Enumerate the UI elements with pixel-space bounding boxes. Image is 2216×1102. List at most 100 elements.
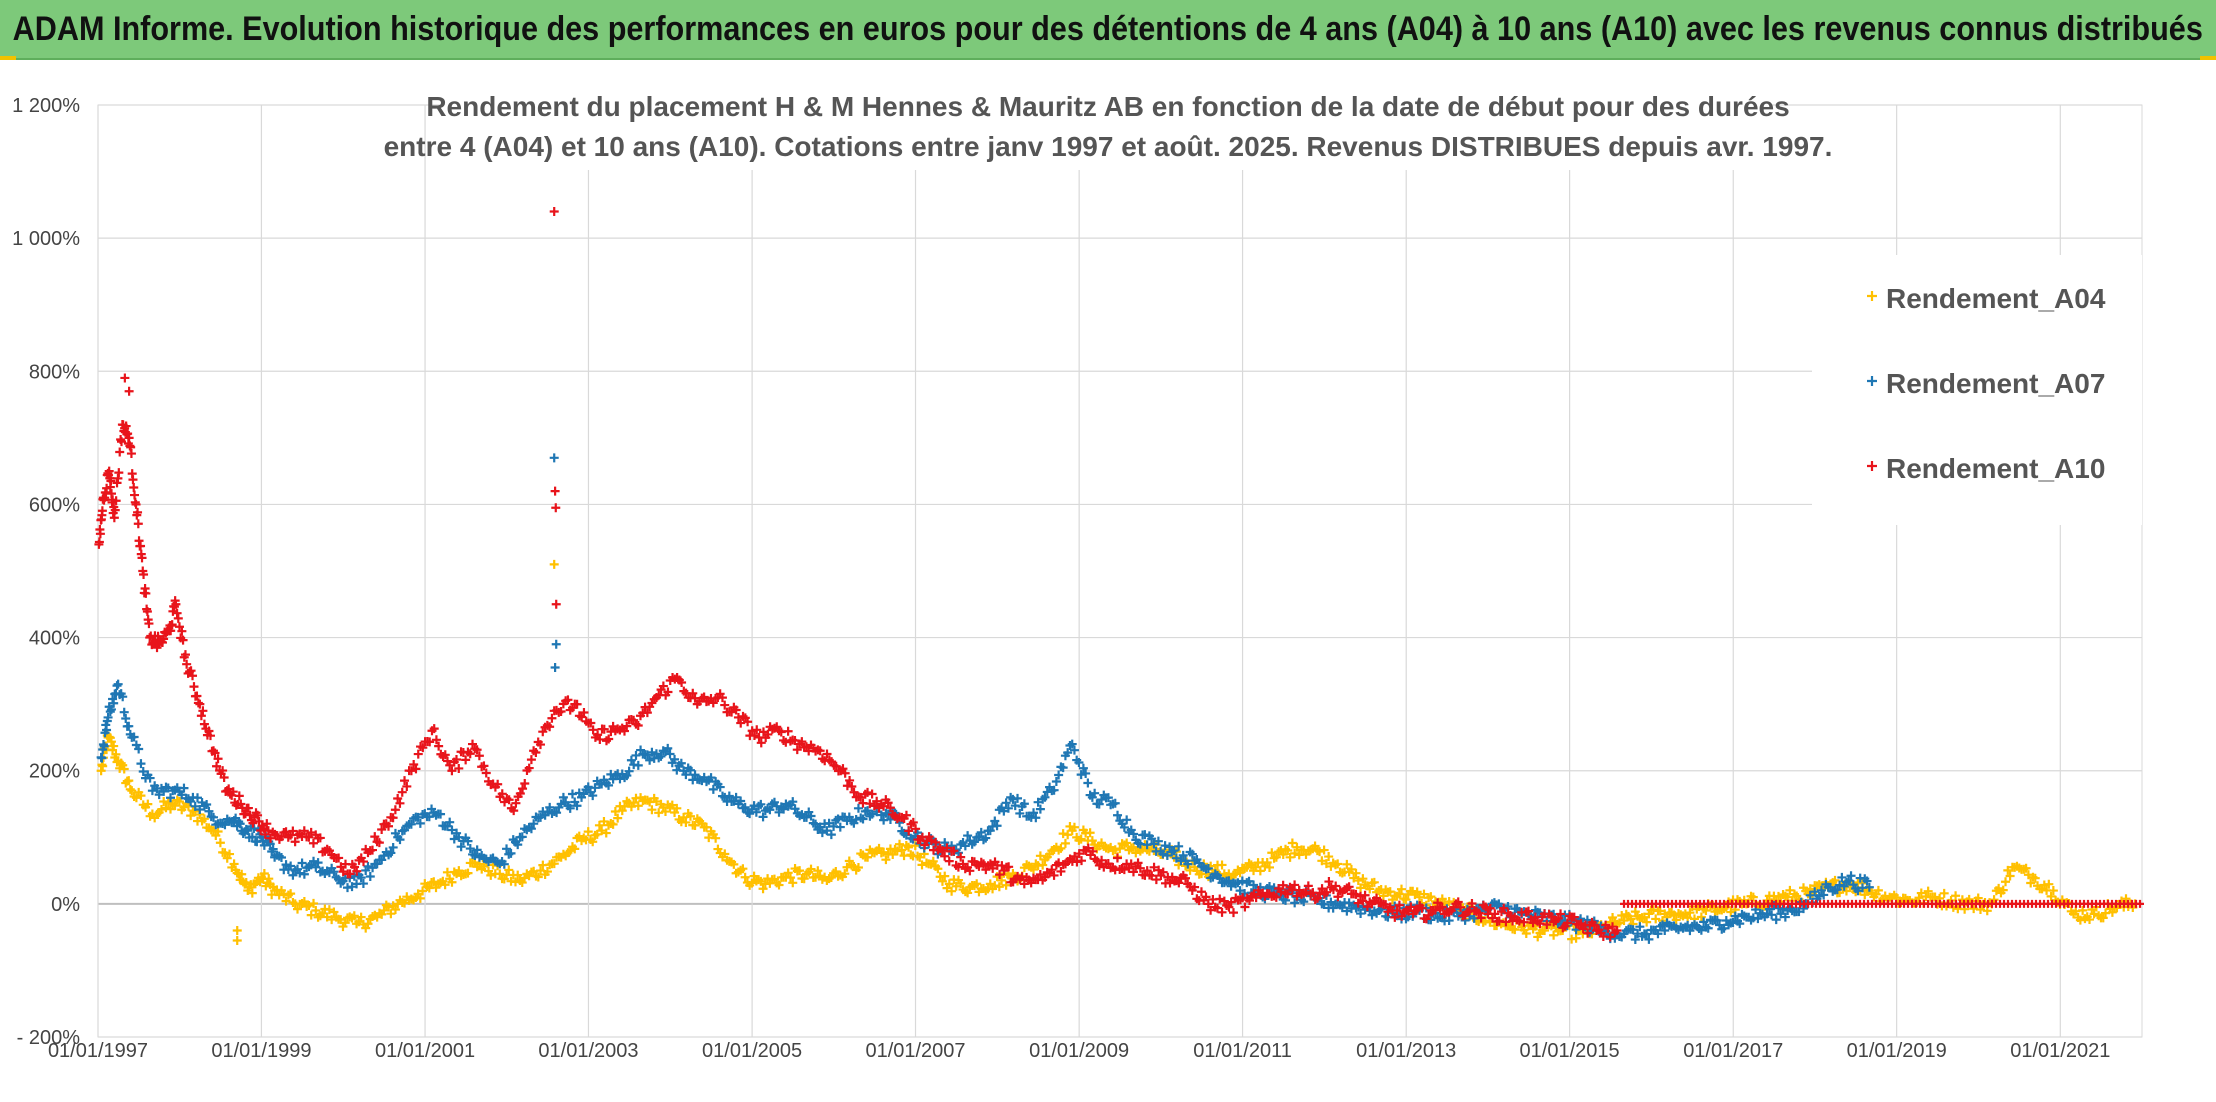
data-point (879, 847, 889, 857)
data-point (1262, 858, 1272, 868)
data-point (1832, 885, 1842, 895)
data-point (642, 750, 652, 760)
data-point (306, 827, 316, 837)
data-point (535, 740, 545, 750)
data-point (395, 835, 405, 845)
data-point (835, 822, 845, 832)
data-point (447, 825, 457, 835)
data-point (259, 869, 269, 879)
data-point (826, 830, 836, 840)
data-point (1846, 871, 1856, 881)
data-point (1054, 770, 1064, 780)
data-point (108, 694, 118, 704)
data-point (860, 806, 870, 816)
data-point (193, 698, 203, 708)
data-point (879, 801, 889, 811)
data-point (583, 827, 593, 837)
data-point (1158, 849, 1168, 859)
data-point (1015, 808, 1025, 818)
data-point (1330, 860, 1340, 870)
data-point (1764, 904, 1774, 914)
data-point (763, 729, 773, 739)
data-point (1113, 810, 1123, 820)
data-point (1049, 785, 1059, 795)
data-point (1556, 909, 1566, 919)
data-point (205, 731, 215, 741)
data-point (474, 751, 484, 761)
data-point (1085, 790, 1095, 800)
data-point (1246, 860, 1256, 870)
data-point (838, 764, 848, 774)
data-point (976, 857, 986, 867)
data-point (1249, 880, 1259, 890)
data-point (506, 848, 516, 858)
data-point (613, 813, 623, 823)
data-point (608, 819, 618, 829)
data-point (1830, 875, 1840, 885)
data-point (1549, 930, 1559, 940)
data-point (1029, 808, 1039, 818)
data-point (629, 715, 639, 725)
data-point (1610, 928, 1620, 938)
data-point (1939, 888, 1949, 898)
data-point (1753, 914, 1763, 924)
data-point (1160, 841, 1170, 851)
data-point (1730, 911, 1740, 921)
data-point (479, 862, 489, 872)
data-point (1360, 890, 1370, 900)
data-point (1128, 867, 1138, 877)
data-point (1119, 865, 1129, 875)
data-point (706, 773, 716, 783)
data-point (145, 773, 155, 783)
data-point (633, 720, 643, 730)
data-point (937, 876, 947, 886)
data-point (604, 780, 614, 790)
data-point (1437, 902, 1447, 912)
data-point (1035, 870, 1045, 880)
data-point (264, 874, 274, 884)
data-point (1135, 863, 1145, 873)
data-point (708, 784, 718, 794)
data-point (1651, 914, 1661, 924)
data-point (166, 804, 176, 814)
data-point (456, 842, 466, 852)
data-point (654, 808, 664, 818)
data-point (624, 766, 634, 776)
data-point (1358, 874, 1368, 884)
data-point (1076, 834, 1086, 844)
data-point (983, 826, 993, 836)
data-point (276, 853, 286, 863)
data-point (915, 835, 925, 845)
data-point (247, 832, 257, 842)
data-point (1349, 873, 1359, 883)
data-point (558, 792, 568, 802)
data-point (128, 475, 138, 485)
data-point (415, 893, 425, 903)
data-point (295, 868, 305, 878)
data-point (112, 757, 122, 767)
data-point (928, 856, 938, 866)
data-point (1671, 915, 1681, 925)
data-point (1353, 898, 1363, 908)
data-point (663, 743, 673, 753)
data-point (1276, 887, 1286, 897)
data-point (633, 801, 643, 811)
data-point (1165, 842, 1175, 852)
data-point (545, 722, 555, 732)
data-point (517, 878, 527, 888)
data-point (1090, 788, 1100, 798)
data-point (1951, 891, 1961, 901)
data-point (1542, 920, 1552, 930)
data-point (1383, 907, 1393, 917)
data-point (792, 745, 802, 755)
data-point (260, 829, 270, 839)
data-point (390, 828, 400, 838)
data-point (874, 803, 884, 813)
data-point (133, 519, 143, 529)
data-point (888, 850, 898, 860)
data-point (154, 790, 164, 800)
data-point (1853, 886, 1863, 896)
data-point (384, 821, 394, 831)
data-point (781, 737, 791, 747)
data-point (904, 826, 914, 836)
